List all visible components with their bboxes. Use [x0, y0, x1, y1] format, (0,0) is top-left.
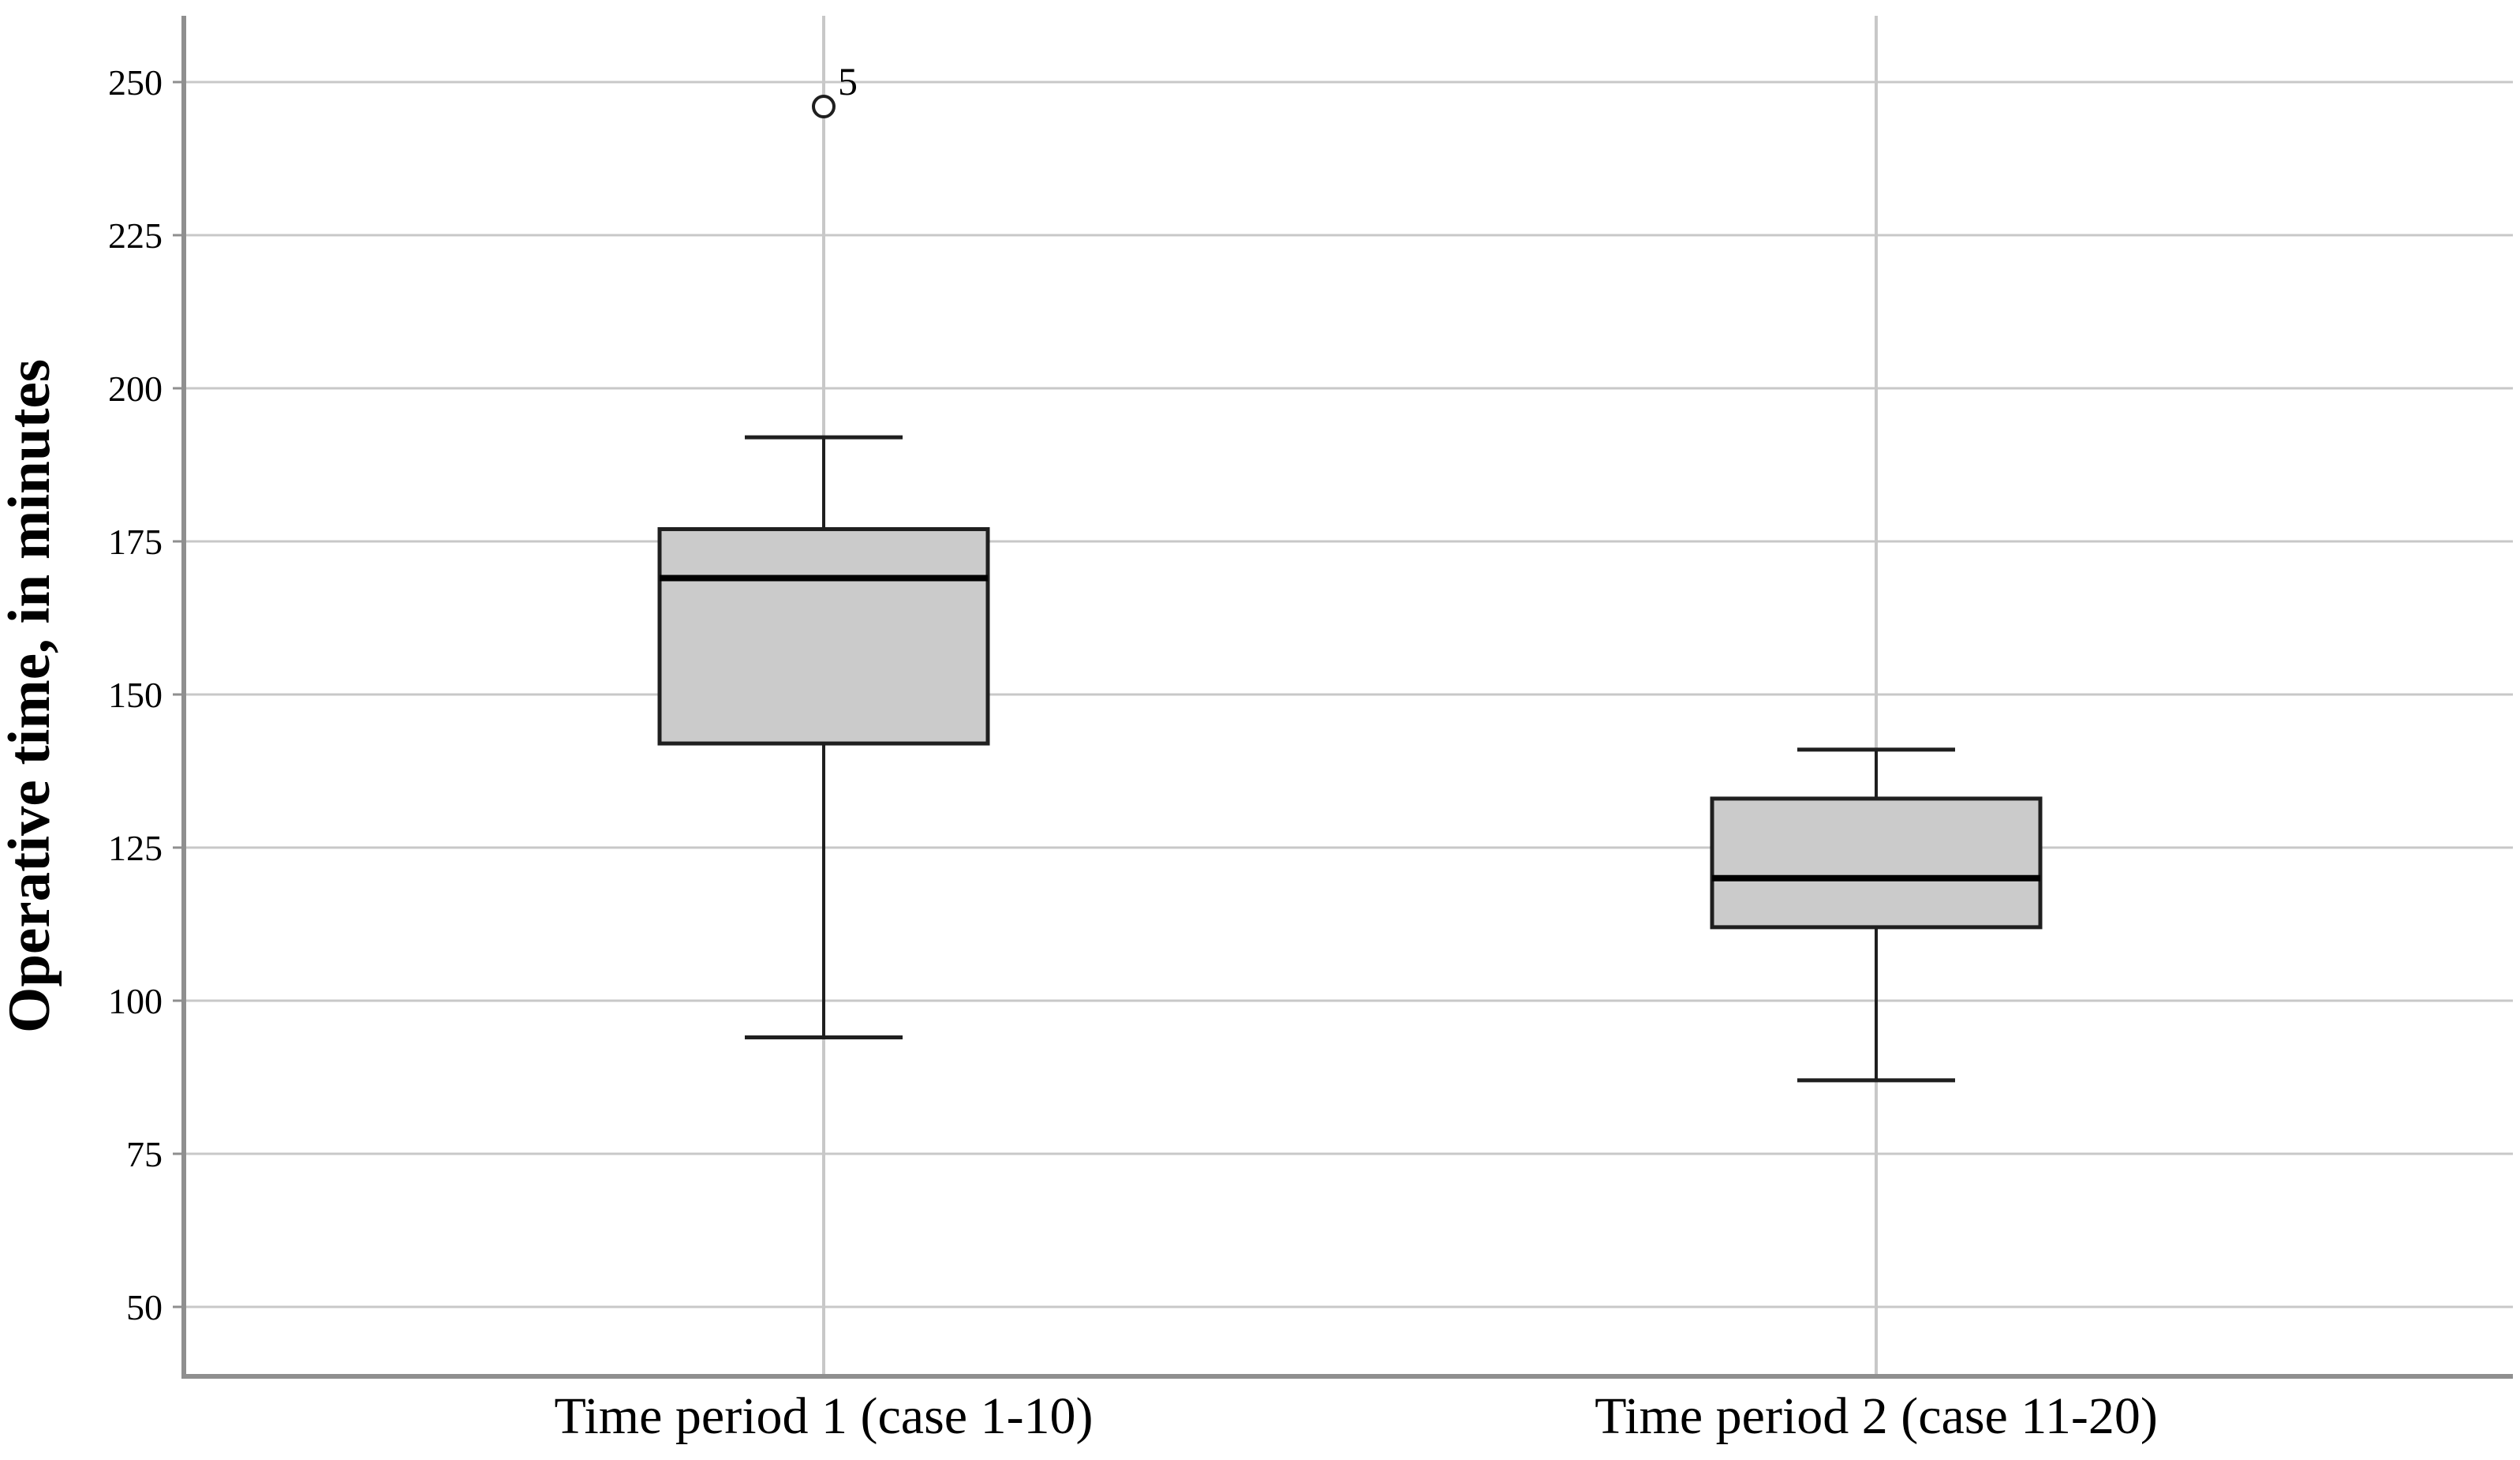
axes-layer	[173, 16, 2513, 1379]
y-tick-label-225: 225	[108, 215, 163, 256]
tick-labels-layer: 50 75 100 125 150 175 200 225 250	[108, 62, 163, 1327]
outlier-case-label: 5	[838, 59, 858, 103]
y-tick-label-150: 150	[108, 675, 163, 715]
y-axis-title: Operative time, in minutes	[0, 359, 62, 1033]
y-tick-label-200: 200	[108, 369, 163, 409]
y-tick-label-100: 100	[108, 981, 163, 1021]
y-tick-label-75: 75	[126, 1134, 163, 1174]
y-tick-label-175: 175	[108, 522, 163, 562]
x-category-label-2: Time period 2 (case 11-20)	[1595, 1387, 2158, 1445]
y-tick-label-125: 125	[108, 828, 163, 868]
series-1-iqr-box	[657, 526, 990, 746]
series-2-iqr-box	[1710, 796, 2043, 930]
y-tick-label-250: 250	[108, 62, 163, 103]
boxes-layer	[657, 95, 2043, 1083]
y-tick-label-50: 50	[126, 1287, 163, 1327]
gridlines-layer	[184, 16, 2513, 1376]
series-1-outlier-point-1	[812, 95, 836, 119]
x-category-label-1: Time period 1 (case 1-10)	[554, 1387, 1093, 1445]
